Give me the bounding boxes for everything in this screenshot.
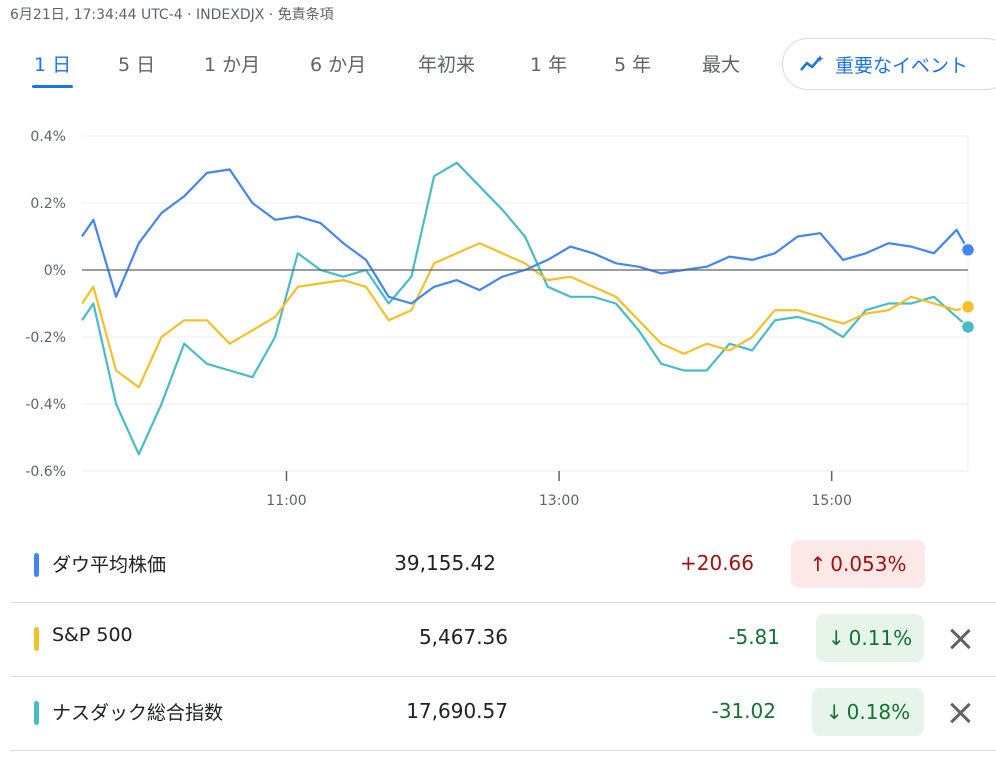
series-line bbox=[81, 161, 969, 456]
tab-5-day[interactable]: 5 日 bbox=[118, 54, 156, 76]
arrow-down-icon: ↓ bbox=[825, 700, 843, 724]
dow-color-swatch bbox=[34, 553, 39, 577]
key-events-label: 重要なイベント bbox=[835, 54, 969, 77]
range-tabs: 1 日 5 日 1 か月 6 か月 年初来 1 年 5 年 最大 bbox=[0, 48, 780, 88]
index-price: 39,155.42 bbox=[394, 551, 496, 575]
y-tick-label: 0% bbox=[44, 263, 66, 279]
tab-max[interactable]: 最大 bbox=[702, 54, 741, 76]
y-tick-label: 0.4% bbox=[30, 129, 66, 145]
index-name: ナスダック総合指数 bbox=[52, 702, 224, 724]
sp500-color-swatch bbox=[34, 627, 39, 651]
index-name: S&P 500 bbox=[52, 624, 133, 646]
y-tick-label: -0.2% bbox=[25, 330, 66, 346]
percent-value: 0.11% bbox=[848, 626, 913, 650]
quote-header: 6月21日, 17:34:44 UTC-4 · INDEXDJX · 免責条項 bbox=[10, 7, 334, 23]
arrow-up-icon: ↑ bbox=[809, 552, 827, 576]
index-change: +20.66 bbox=[679, 551, 754, 575]
index-row-dow[interactable]: ダウ平均株価 39,155.42 +20.66 ↑ 0.053% bbox=[10, 528, 996, 603]
tab-6-month[interactable]: 6 か月 bbox=[310, 54, 367, 76]
index-name: ダウ平均株価 bbox=[52, 554, 167, 576]
tab-ytd[interactable]: 年初来 bbox=[418, 54, 476, 76]
x-tick-label: 11:00 bbox=[266, 493, 306, 509]
sparkline-icon bbox=[800, 55, 824, 71]
index-row-sp500[interactable]: S&P 500 5,467.36 -5.81 ↓ 0.11% bbox=[10, 602, 996, 677]
percent-value: 0.18% bbox=[846, 700, 911, 724]
index-price: 17,690.57 bbox=[406, 699, 508, 723]
series-end-point bbox=[960, 242, 976, 258]
percent-badge: ↓ 0.18% bbox=[812, 688, 924, 736]
remove-comparison-button[interactable] bbox=[946, 625, 974, 653]
index-change: -5.81 bbox=[728, 625, 780, 649]
tab-1-year[interactable]: 1 年 bbox=[530, 54, 568, 76]
y-tick-label: -0.4% bbox=[25, 397, 66, 413]
key-events-button[interactable]: 重要なイベント bbox=[782, 38, 996, 90]
y-tick-label: -0.6% bbox=[25, 464, 66, 480]
nasdaq-color-swatch bbox=[34, 701, 39, 725]
percent-value: 0.053% bbox=[830, 552, 907, 576]
y-tick-label: 0.2% bbox=[30, 196, 66, 212]
tab-5-year[interactable]: 5 年 bbox=[614, 54, 652, 76]
x-tick-label: 13:00 bbox=[539, 493, 579, 509]
index-change: -31.02 bbox=[711, 699, 776, 723]
arrow-down-icon: ↓ bbox=[827, 626, 845, 650]
index-row-nasdaq[interactable]: ナスダック総合指数 17,690.57 -31.02 ↓ 0.18% bbox=[10, 676, 996, 751]
tab-1-month[interactable]: 1 か月 bbox=[204, 54, 261, 76]
intraday-chart[interactable]: 0.4% 0.2% 0% -0.2% -0.4% -0.6% 11:00 13:00 15:00 bbox=[0, 118, 996, 518]
index-price: 5,467.36 bbox=[418, 625, 508, 649]
percent-badge: ↑ 0.053% bbox=[791, 540, 925, 588]
series-end-point bbox=[960, 299, 976, 315]
series-end-point bbox=[960, 319, 976, 335]
series-line bbox=[81, 242, 969, 389]
remove-comparison-button[interactable] bbox=[946, 699, 974, 727]
x-tick-label: 15:00 bbox=[812, 493, 852, 509]
percent-badge: ↓ 0.11% bbox=[816, 614, 924, 662]
tab-1-day[interactable]: 1 日 bbox=[31, 48, 74, 88]
